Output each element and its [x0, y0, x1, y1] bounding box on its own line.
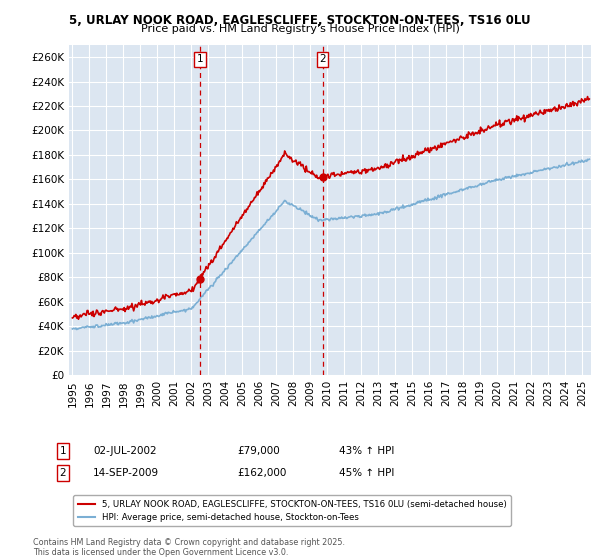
Text: 14-SEP-2009: 14-SEP-2009	[93, 468, 159, 478]
Text: 45% ↑ HPI: 45% ↑ HPI	[339, 468, 394, 478]
Text: 2: 2	[319, 54, 326, 64]
Text: 5, URLAY NOOK ROAD, EAGLESCLIFFE, STOCKTON-ON-TEES, TS16 0LU: 5, URLAY NOOK ROAD, EAGLESCLIFFE, STOCKT…	[69, 14, 531, 27]
Text: 02-JUL-2002: 02-JUL-2002	[93, 446, 157, 456]
Text: £79,000: £79,000	[237, 446, 280, 456]
Text: Contains HM Land Registry data © Crown copyright and database right 2025.
This d: Contains HM Land Registry data © Crown c…	[33, 538, 345, 557]
Text: 43% ↑ HPI: 43% ↑ HPI	[339, 446, 394, 456]
Text: 1: 1	[197, 54, 203, 64]
Text: 1: 1	[59, 446, 67, 456]
Text: Price paid vs. HM Land Registry's House Price Index (HPI): Price paid vs. HM Land Registry's House …	[140, 24, 460, 34]
Legend: 5, URLAY NOOK ROAD, EAGLESCLIFFE, STOCKTON-ON-TEES, TS16 0LU (semi-detached hous: 5, URLAY NOOK ROAD, EAGLESCLIFFE, STOCKT…	[73, 495, 511, 526]
Text: £162,000: £162,000	[237, 468, 286, 478]
Text: 2: 2	[59, 468, 67, 478]
